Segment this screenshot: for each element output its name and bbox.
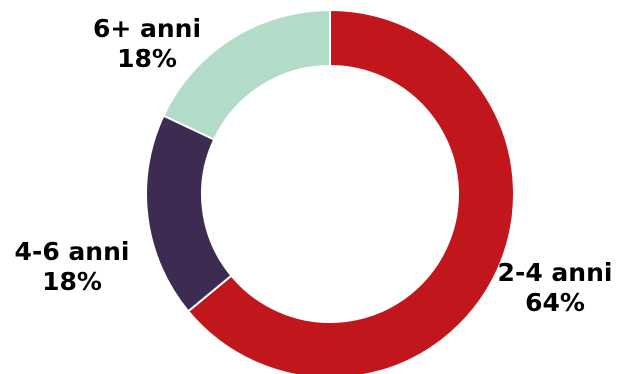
donut-slice-6-plus-anni bbox=[162, 8, 331, 141]
value-label-2-4-anni: 64% bbox=[525, 288, 585, 317]
donut-slice-4-6-anni bbox=[145, 114, 233, 313]
slice-label-6-plus-anni: 6+ anni 18% bbox=[82, 14, 212, 74]
slice-label-4-6-anni: 4-6 anni 18% bbox=[2, 237, 142, 297]
value-label-6-plus-anni: 18% bbox=[117, 44, 177, 73]
donut-slice-2-4-anni bbox=[186, 8, 515, 374]
category-label-4-6-anni: 4-6 anni bbox=[14, 237, 130, 266]
category-label-6-plus-anni: 6+ anni bbox=[92, 14, 202, 43]
category-label-2-4-anni: 2-4 anni bbox=[497, 258, 613, 287]
slice-label-2-4-anni: 2-4 anni 64% bbox=[495, 258, 615, 318]
value-label-4-6-anni: 18% bbox=[42, 267, 102, 296]
